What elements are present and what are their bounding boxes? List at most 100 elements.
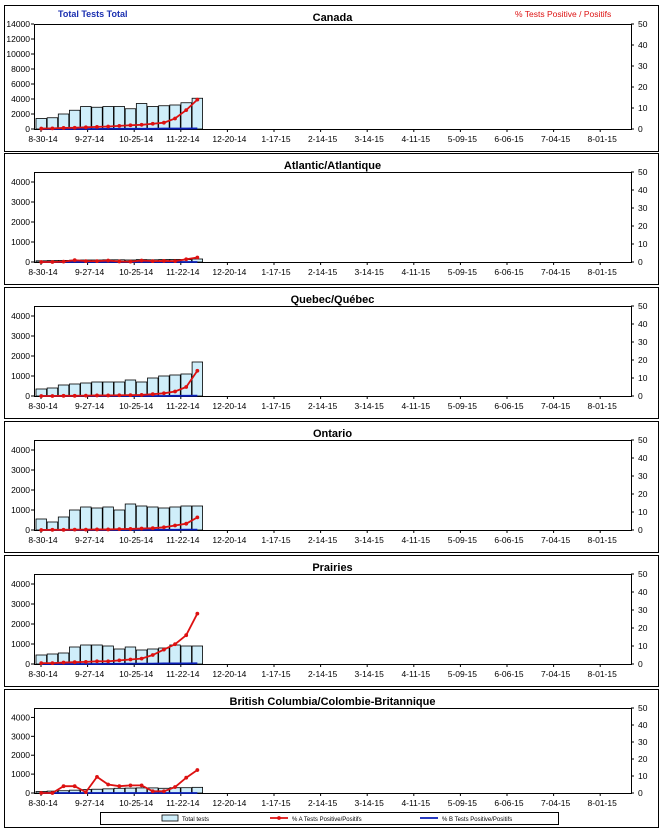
series-a-point <box>39 260 43 264</box>
series-a-point <box>73 394 77 398</box>
y2-tick-label: 50 <box>638 301 648 311</box>
x-tick-label: 2-14-15 <box>308 798 338 808</box>
y-tick-label: 4000 <box>11 712 30 722</box>
x-tick-label: 3-14-15 <box>355 134 385 144</box>
x-tick-label: 5-09-15 <box>448 798 478 808</box>
x-tick-label: 8-01-15 <box>588 669 618 679</box>
series-a-point <box>151 526 155 530</box>
y2-tick-label: 20 <box>638 82 648 92</box>
bar-total-tests <box>170 645 181 664</box>
x-tick-label: 12-20-14 <box>212 535 246 545</box>
chart-panel: Atlantic/Atlantique010002000300040000102… <box>5 154 659 285</box>
y2-tick-label: 20 <box>638 221 648 231</box>
series-a-point <box>195 516 199 520</box>
series-a-point <box>117 260 121 264</box>
x-tick-label: 8-30-14 <box>28 134 58 144</box>
series-a-point <box>195 768 199 772</box>
series-a-point <box>95 659 99 663</box>
panel-frame <box>5 556 659 687</box>
panel-frame <box>5 422 659 553</box>
series-a-point <box>95 394 99 398</box>
legend-label-series-a: % A Tests Positive/Positifs <box>292 817 362 823</box>
x-tick-label: 12-20-14 <box>212 798 246 808</box>
x-tick-label: 3-14-15 <box>355 798 385 808</box>
series-a-point <box>95 775 99 779</box>
left-axis-legend-label: Total Tests Total <box>58 9 128 19</box>
x-tick-label: 12-20-14 <box>212 669 246 679</box>
y2-tick-label: 40 <box>638 720 648 730</box>
x-tick-label: 4-11-15 <box>401 401 430 411</box>
chart-title: Atlantic/Atlantique <box>284 160 381 172</box>
x-tick-label: 9-27-14 <box>75 798 105 808</box>
bar-total-tests <box>181 646 192 664</box>
series-a-point <box>184 522 188 526</box>
x-tick-label: 8-01-15 <box>588 134 618 144</box>
x-tick-label: 10-25-14 <box>119 798 153 808</box>
x-tick-label: 9-27-14 <box>75 134 105 144</box>
y-tick-label: 12000 <box>6 34 30 44</box>
y-tick-label: 14000 <box>6 19 30 29</box>
x-tick-label: 2-14-15 <box>308 134 338 144</box>
series-a-point <box>117 393 121 397</box>
y2-tick-label: 10 <box>638 373 648 383</box>
y-tick-label: 3000 <box>11 465 30 475</box>
series-a-point <box>84 790 88 794</box>
chart-panel: Canada0200040006000800010000120001400001… <box>5 6 659 152</box>
y2-tick-label: 40 <box>638 453 648 463</box>
y2-tick-label: 0 <box>638 257 643 267</box>
series-a-point <box>140 123 144 127</box>
x-tick-label: 11-22-14 <box>166 798 200 808</box>
y2-tick-label: 40 <box>638 40 648 50</box>
series-a-point <box>151 392 155 396</box>
x-tick-label: 10-25-14 <box>119 134 153 144</box>
x-tick-label: 12-20-14 <box>212 401 246 411</box>
x-tick-label: 11-22-14 <box>166 267 200 277</box>
bar-total-tests <box>136 506 147 530</box>
x-tick-label: 5-09-15 <box>448 267 478 277</box>
series-a-point <box>84 125 88 129</box>
y2-tick-label: 20 <box>638 489 648 499</box>
y-tick-label: 1000 <box>11 505 30 515</box>
series-a-point <box>195 98 199 102</box>
plot-area <box>35 173 632 263</box>
x-tick-label: 11-22-14 <box>166 134 200 144</box>
chart-panel: Prairies01000200030004000010203040508-30… <box>5 556 659 687</box>
y2-tick-label: 10 <box>638 239 648 249</box>
series-a-point <box>73 258 77 262</box>
y2-tick-label: 50 <box>638 19 648 29</box>
y2-tick-label: 20 <box>638 754 648 764</box>
series-a-point <box>173 390 177 394</box>
x-tick-label: 10-25-14 <box>119 535 153 545</box>
series-a-point <box>140 393 144 397</box>
series-a-point <box>173 259 177 263</box>
x-tick-label: 11-22-14 <box>166 669 200 679</box>
y-tick-label: 0 <box>25 124 30 134</box>
x-tick-label: 6-06-15 <box>494 669 524 679</box>
x-tick-label: 3-14-15 <box>355 669 385 679</box>
legend-marker-series-a <box>277 816 281 820</box>
x-tick-label: 10-25-14 <box>119 669 153 679</box>
x-tick-label: 7-04-15 <box>541 401 571 411</box>
series-a-point <box>173 117 177 121</box>
x-tick-label: 1-17-15 <box>261 134 291 144</box>
series-a-point <box>129 393 133 397</box>
y-tick-label: 2000 <box>11 619 30 629</box>
x-tick-label: 1-17-15 <box>261 535 291 545</box>
x-tick-label: 1-17-15 <box>261 401 291 411</box>
series-a-point <box>184 776 188 780</box>
x-tick-label: 9-27-14 <box>75 401 105 411</box>
y2-tick-label: 50 <box>638 167 648 177</box>
x-tick-label: 11-22-14 <box>166 535 200 545</box>
series-a-point <box>95 528 99 532</box>
series-a-point <box>140 783 144 787</box>
series-a-point <box>39 127 43 131</box>
series-a-point <box>106 528 110 532</box>
series-a-point <box>117 659 121 663</box>
x-tick-label: 2-14-15 <box>308 535 338 545</box>
series-a-point <box>117 784 121 788</box>
y2-tick-label: 30 <box>638 61 648 71</box>
right-axis-legend-label: % Tests Positive / Positifs <box>515 9 611 19</box>
series-a-point <box>84 660 88 664</box>
bar-total-tests <box>92 508 103 530</box>
